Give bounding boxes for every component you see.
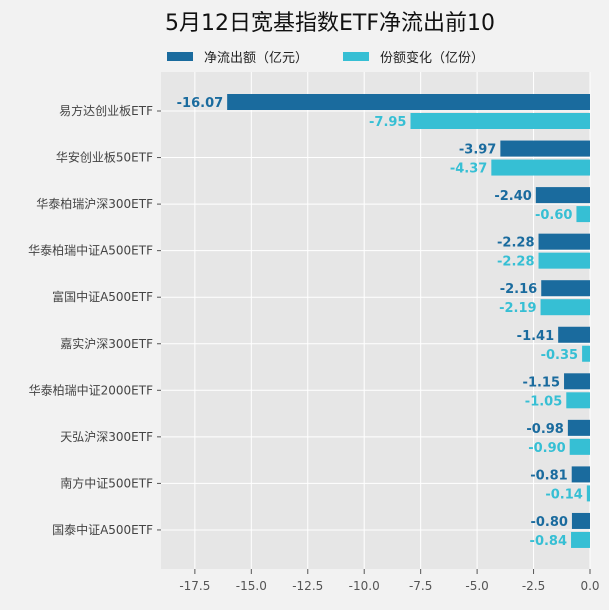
legend-swatch bbox=[343, 52, 369, 61]
category-label: 国泰中证A500ETF bbox=[52, 522, 153, 537]
net-outflow-label: -1.15 bbox=[523, 375, 560, 390]
net-outflow-bar bbox=[571, 512, 590, 529]
share-change-bar bbox=[571, 531, 590, 548]
category-label: 华泰柏瑞中证2000ETF bbox=[29, 382, 153, 397]
net-outflow-label: -2.40 bbox=[494, 189, 531, 204]
category-label: 富国中证A500ETF bbox=[52, 289, 153, 304]
share-change-label: -0.14 bbox=[545, 487, 582, 502]
share-change-bar bbox=[538, 252, 590, 269]
net-outflow-label: -2.28 bbox=[497, 236, 534, 251]
net-outflow-label: -1.41 bbox=[517, 329, 554, 344]
category-label: 华泰柏瑞沪深300ETF bbox=[36, 196, 153, 211]
legend-swatch bbox=[167, 52, 193, 61]
net-outflow-label: -0.80 bbox=[530, 515, 567, 530]
legend-label: 份额变化（亿份） bbox=[380, 50, 484, 66]
category-label: 天弘沪深300ETF bbox=[60, 430, 153, 444]
share-change-label: -0.84 bbox=[530, 534, 567, 549]
category-label: 华安创业板50ETF bbox=[56, 150, 153, 165]
share-change-bar bbox=[582, 345, 590, 362]
net-outflow-label: -0.81 bbox=[530, 468, 567, 483]
x-tick-label: -17.5 bbox=[179, 579, 210, 593]
net-outflow-bar bbox=[567, 419, 590, 436]
share-change-label: -2.19 bbox=[499, 301, 536, 316]
net-outflow-bar bbox=[571, 466, 590, 483]
category-label: 华泰柏瑞中证A500ETF bbox=[28, 243, 153, 258]
x-tick-label: -7.5 bbox=[409, 579, 432, 593]
category-label: 南方中证500ETF bbox=[60, 475, 153, 490]
net-outflow-label: -16.07 bbox=[177, 96, 224, 111]
share-change-label: -0.90 bbox=[528, 441, 565, 456]
legend-label: 净流出额（亿元） bbox=[204, 51, 308, 66]
x-tick-label: -15.0 bbox=[236, 579, 267, 593]
chart-title: 5月12日宽基指数ETF净流出前10 bbox=[165, 11, 495, 36]
share-change-bar bbox=[569, 438, 590, 455]
share-change-bar bbox=[566, 392, 590, 409]
net-outflow-label: -0.98 bbox=[526, 422, 563, 437]
net-outflow-label: -2.16 bbox=[500, 282, 537, 297]
net-outflow-bar bbox=[227, 94, 590, 110]
x-tick-label: -10.0 bbox=[349, 579, 380, 593]
share-change-label: -1.05 bbox=[525, 394, 562, 409]
net-outflow-label: -3.97 bbox=[459, 143, 496, 158]
net-outflow-bar bbox=[535, 187, 590, 204]
x-tick-label: 0.0 bbox=[580, 579, 599, 593]
share-change-label: -0.35 bbox=[541, 348, 578, 363]
share-change-bar bbox=[586, 485, 590, 502]
net-outflow-bar bbox=[541, 280, 590, 297]
share-change-label: -2.28 bbox=[497, 255, 534, 270]
share-change-label: -4.37 bbox=[450, 162, 487, 177]
category-label: 嘉实沪深300ETF bbox=[60, 336, 153, 351]
legend: 净流出额（亿元） 份额变化（亿份） bbox=[167, 50, 484, 66]
net-outflow-bar bbox=[538, 233, 590, 250]
x-tick-label: -12.5 bbox=[292, 579, 323, 593]
share-change-bar bbox=[540, 299, 590, 316]
x-tick-label: -2.5 bbox=[522, 579, 545, 593]
share-change-bar bbox=[410, 113, 590, 129]
share-change-label: -7.95 bbox=[369, 115, 406, 130]
share-change-bar bbox=[576, 206, 590, 223]
x-tick-label: -5.0 bbox=[465, 579, 488, 593]
net-outflow-bar bbox=[564, 373, 590, 390]
net-outflow-bar bbox=[500, 140, 590, 157]
share-change-label: -0.60 bbox=[535, 208, 572, 223]
net-outflow-bar bbox=[558, 326, 590, 343]
category-label: 易方达创业板ETF bbox=[59, 103, 153, 118]
share-change-bar bbox=[491, 159, 590, 176]
